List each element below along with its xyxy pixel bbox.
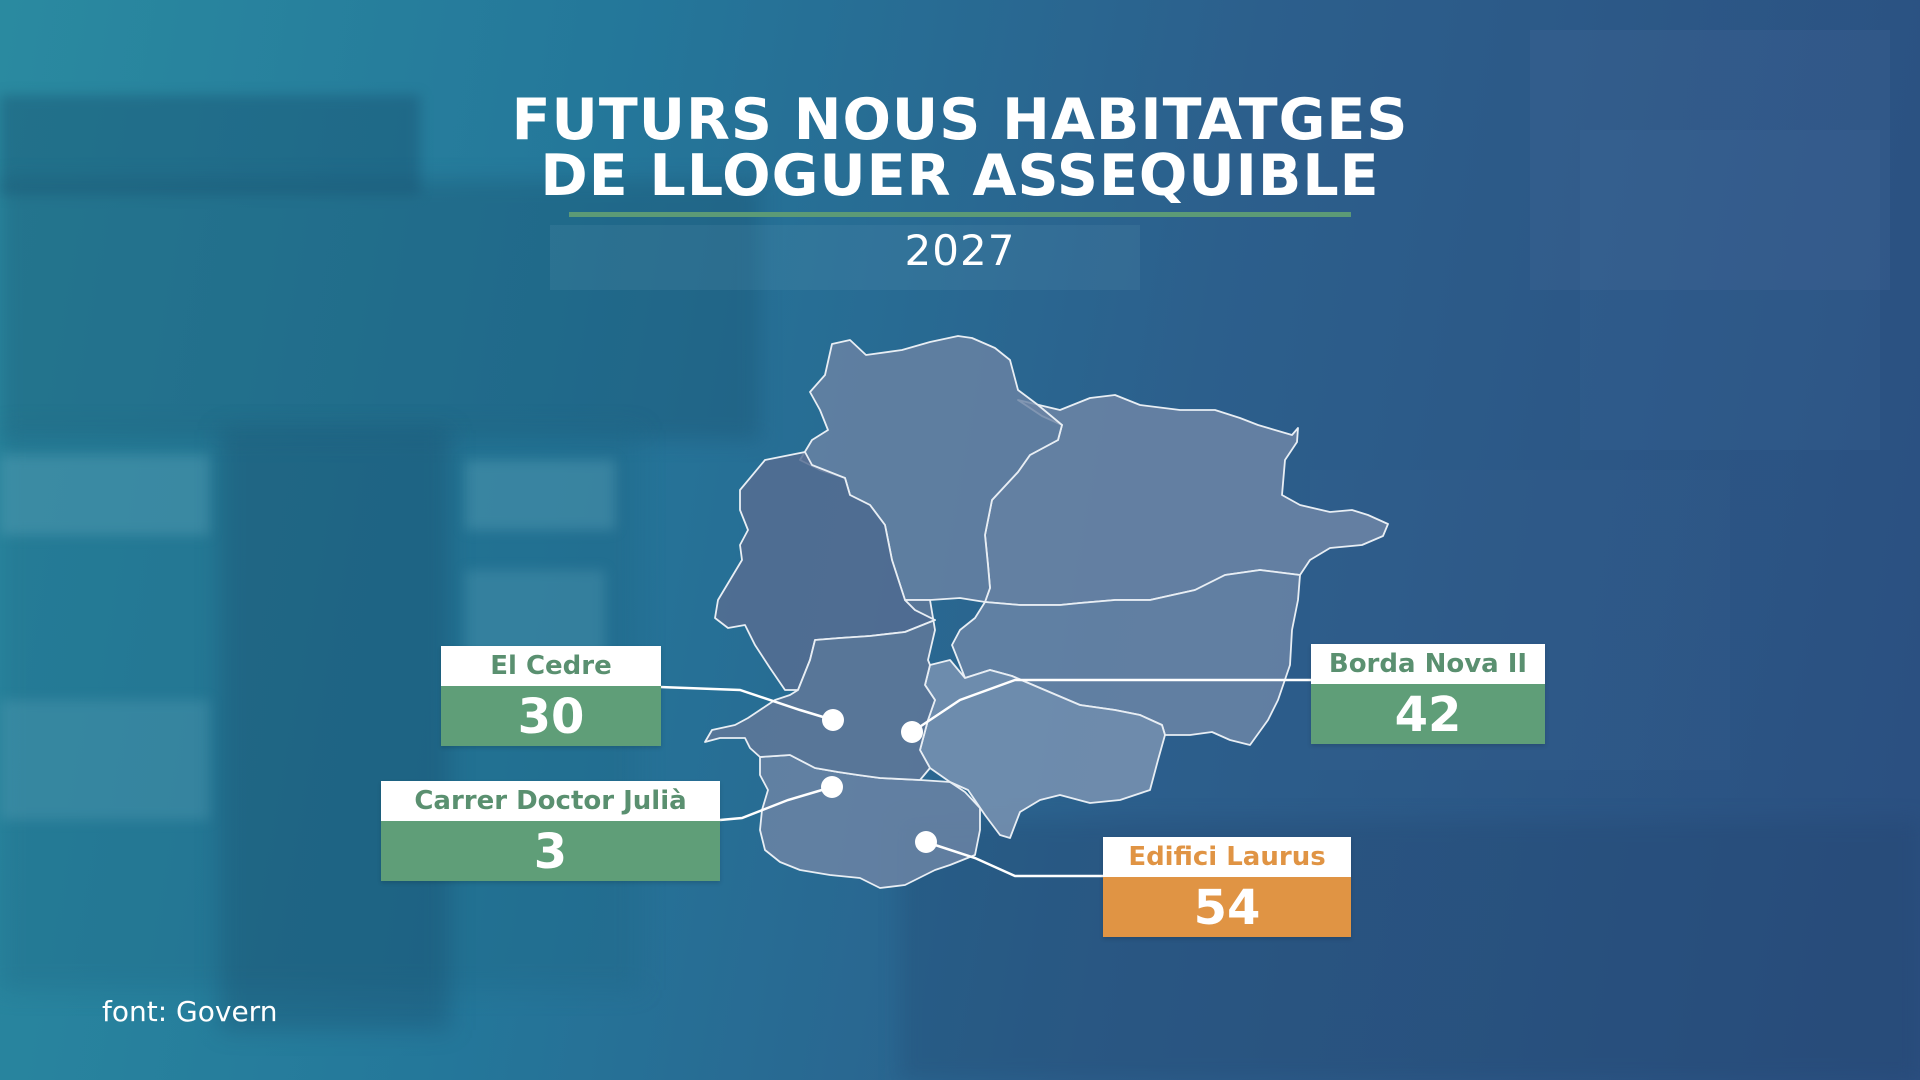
- callout-value: 3: [381, 821, 720, 881]
- callout-value: 42: [1311, 684, 1545, 744]
- callout-value: 54: [1103, 877, 1351, 937]
- callout-name: Borda Nova II: [1311, 644, 1545, 684]
- callout-value: 30: [441, 686, 661, 746]
- title-line-1: FUTURS NOUS HABITATGES: [511, 87, 1409, 153]
- leader-line-borda-nova: [911, 678, 1311, 734]
- chart-title: FUTURS NOUS HABITATGES DE LLOGUER ASSEQU…: [0, 87, 1920, 209]
- leader-line-laurus: [925, 840, 1103, 878]
- parish-andorra-la-vella: [704, 599, 936, 781]
- callout-name: El Cedre: [441, 646, 661, 686]
- source-credit: font: Govern: [102, 995, 278, 1028]
- title-line-2: DE LLOGUER ASSEQUIBLE: [540, 143, 1380, 209]
- callout-name: Edifici Laurus: [1103, 837, 1351, 877]
- callout-doctor-julia: Carrer Doctor Julià 3: [381, 781, 720, 881]
- dot-doctor-julia: [821, 776, 843, 798]
- callout-borda-nova: Borda Nova II 42: [1311, 644, 1545, 744]
- callout-laurus: Edifici Laurus 54: [1103, 837, 1351, 937]
- dot-borda-nova: [901, 721, 923, 743]
- dot-el-cedre: [822, 709, 844, 731]
- leader-line-doctor-julia: [719, 785, 833, 822]
- callout-el-cedre: El Cedre 30: [441, 646, 661, 746]
- year-subtitle: 2027: [904, 226, 1016, 275]
- leader-lines: [659, 678, 1311, 878]
- title-underline: [569, 212, 1351, 217]
- dot-laurus: [915, 831, 937, 853]
- location-dots: [821, 709, 937, 853]
- leader-line-el-cedre: [659, 685, 834, 722]
- callout-name: Carrer Doctor Julià: [381, 781, 720, 821]
